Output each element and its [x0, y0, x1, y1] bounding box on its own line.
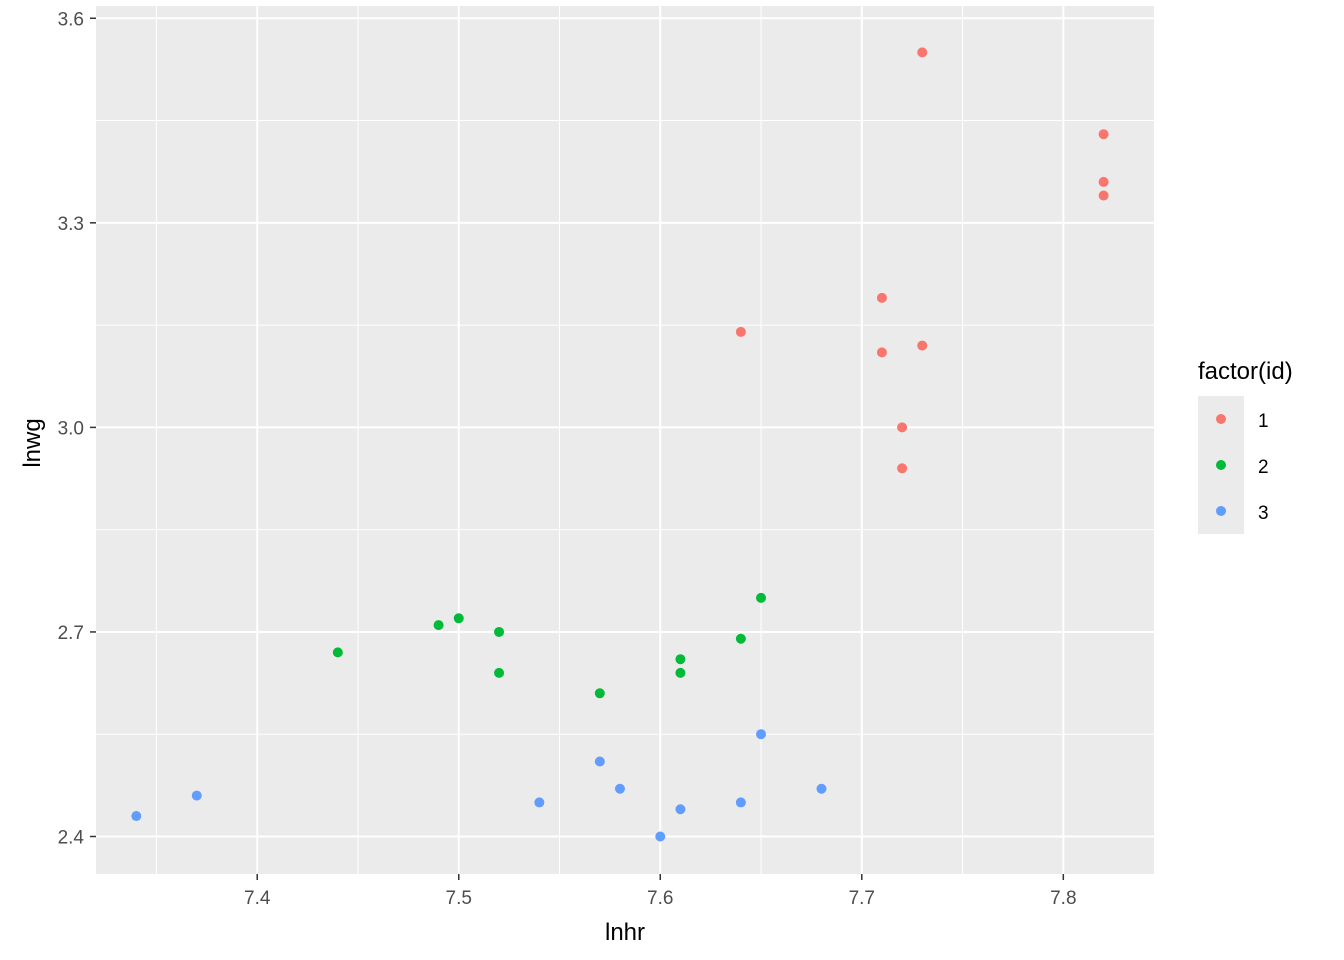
data-point-series-2: [735, 633, 746, 644]
data-point-series-2: [433, 620, 444, 631]
x-axis: 7.4 7.5 7.6 7.7 7.8: [244, 874, 1077, 909]
y-axis-title: lnwg: [19, 418, 46, 467]
legend-key-2: [1216, 460, 1226, 470]
x-tick-label: 7.4: [244, 888, 271, 909]
data-point-series-3: [675, 804, 686, 815]
data-point-series-1: [1098, 129, 1109, 140]
data-point-series-3: [131, 811, 142, 822]
x-tick-label: 7.5: [446, 888, 472, 909]
x-tick-label: 7.8: [1050, 888, 1076, 909]
data-point-series-1: [735, 326, 746, 337]
legend-label-2: 2: [1258, 457, 1269, 478]
data-point-series-2: [675, 667, 686, 678]
legend-label-3: 3: [1258, 503, 1269, 524]
y-tick-label: 3.0: [58, 418, 84, 439]
data-point-series-1: [897, 422, 908, 433]
data-point-series-3: [756, 729, 767, 740]
x-tick-label: 7.6: [647, 888, 673, 909]
y-axis: 2.4 2.7 3.0 3.3 3.6: [58, 9, 96, 848]
data-point-series-3: [816, 783, 827, 794]
legend-key-1: [1216, 414, 1226, 424]
data-point-series-1: [876, 292, 887, 303]
data-point-series-1: [1098, 190, 1109, 201]
data-point-series-2: [332, 647, 343, 658]
data-point-series-2: [494, 626, 505, 637]
data-points: [131, 47, 1109, 842]
data-point-series-3: [614, 783, 625, 794]
data-point-series-1: [1098, 176, 1109, 187]
data-point-series-2: [494, 667, 505, 678]
data-point-series-3: [655, 831, 666, 842]
y-tick-label: 3.3: [58, 214, 84, 235]
y-tick-label: 3.6: [58, 9, 84, 30]
data-point-series-3: [594, 756, 605, 767]
legend: factor(id) 1 2 3: [1198, 358, 1293, 534]
data-point-series-2: [453, 613, 464, 624]
data-point-series-1: [897, 463, 908, 474]
y-tick-label: 2.4: [58, 827, 85, 848]
data-point-series-2: [675, 654, 686, 665]
x-tick-label: 7.7: [849, 888, 875, 909]
data-point-series-1: [917, 340, 928, 351]
legend-label-1: 1: [1258, 411, 1269, 432]
x-axis-title: lnhr: [605, 919, 645, 946]
data-point-series-3: [735, 797, 746, 808]
data-point-series-2: [594, 688, 605, 699]
data-point-series-3: [191, 790, 202, 801]
plot-panel: [96, 6, 1154, 874]
data-point-series-1: [917, 47, 928, 58]
minor-gridlines: [96, 6, 1154, 874]
legend-title: factor(id): [1198, 358, 1293, 385]
major-gridlines: [96, 6, 1154, 874]
y-tick-label: 2.7: [58, 623, 84, 644]
legend-key-3: [1216, 506, 1226, 516]
data-point-series-2: [756, 592, 767, 603]
data-point-series-3: [534, 797, 545, 808]
data-point-series-1: [876, 347, 887, 358]
